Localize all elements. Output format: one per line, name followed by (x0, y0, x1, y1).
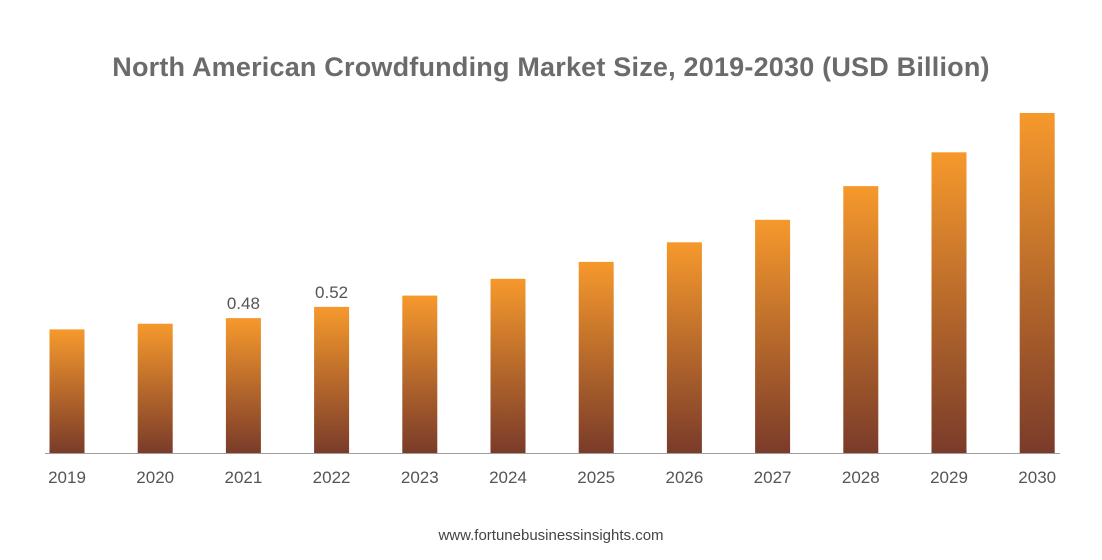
x-tick-label: 2019 (48, 468, 86, 487)
x-tick-labels: 2019 2020 2021 2022 2023 2024 2025 2026 2027 2028… (48, 468, 1056, 487)
x-tick-label: 2023 (401, 468, 439, 487)
data-labels: 0.48 0.52 (227, 283, 348, 313)
bar-2025 (578, 261, 614, 453)
x-tick-label: 2028 (842, 468, 880, 487)
bar-2023 (402, 295, 438, 453)
bar-2028 (843, 186, 879, 453)
x-tick-label: 2022 (313, 468, 351, 487)
x-tick-label: 2026 (665, 468, 703, 487)
bar-2019 (49, 329, 85, 453)
bar-2026 (666, 242, 702, 453)
bar-2029 (931, 152, 967, 454)
source-footer: www.fortunebusinessinsights.com (438, 527, 664, 544)
x-tick-label: 2030 (1018, 468, 1056, 487)
bar-2027 (755, 219, 791, 453)
chart-title: North American Crowdfunding Market Size,… (112, 52, 990, 82)
x-tick-label: 2020 (136, 468, 174, 487)
x-tick-label: 2027 (754, 468, 792, 487)
bars-group (49, 113, 1055, 454)
bar-2030 (1019, 113, 1055, 453)
bar-2020 (137, 323, 173, 453)
bar-2024 (490, 278, 526, 453)
bar-2022 (314, 306, 350, 453)
x-tick-label: 2021 (224, 468, 262, 487)
data-label: 0.52 (315, 283, 348, 302)
x-tick-label: 2024 (489, 468, 527, 487)
bar-2021 (225, 318, 261, 453)
data-label: 0.48 (227, 294, 260, 313)
x-tick-label: 2025 (577, 468, 615, 487)
x-tick-label: 2029 (930, 468, 968, 487)
